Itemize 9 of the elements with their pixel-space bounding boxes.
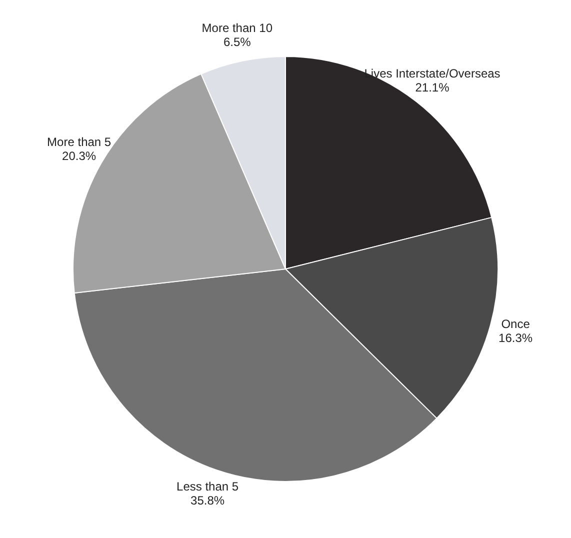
slice-label: Less than 5 bbox=[176, 480, 239, 494]
data-label: 20.3% bbox=[62, 148, 96, 163]
data-label: 35.8% bbox=[190, 494, 225, 508]
data-label: 6.5% bbox=[223, 34, 252, 49]
data-label: 21.1% bbox=[415, 80, 450, 94]
slice-label: More than 5 bbox=[47, 134, 112, 149]
slice-label: More than 10 bbox=[202, 20, 273, 35]
slice-label: Once bbox=[501, 317, 530, 332]
data-label: 16.3% bbox=[498, 331, 533, 346]
